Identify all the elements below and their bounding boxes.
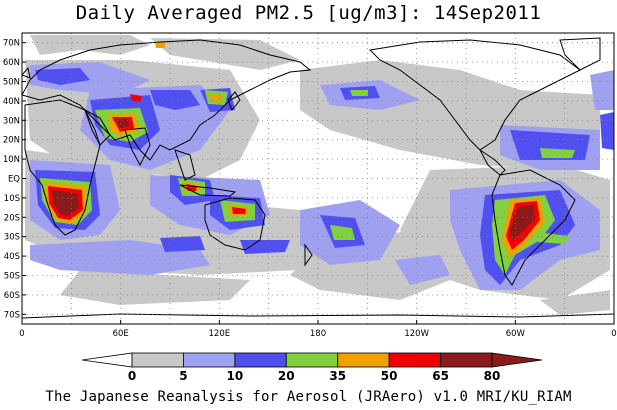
lat-axis: 70N 60N 50N 40N 30N 20N 10N EQ 10S 20S 30S 40S 50S 60…: [3, 39, 26, 320]
lat-tick-label: 30S: [4, 233, 20, 243]
colorbar-segment: [388, 352, 441, 368]
lat-tick-label: 30N: [3, 116, 20, 126]
lon-axis: 0 60E 120E 180 120W 60W 0: [19, 320, 617, 339]
lon-tick-label: 0: [611, 329, 616, 339]
lat-tick-label: 60S: [4, 291, 20, 301]
lat-tick-label: 40N: [3, 97, 20, 107]
colorbar-tick-label: 35: [329, 369, 346, 383]
lat-tick-label: 10S: [4, 194, 20, 204]
colorbar-segment: [183, 352, 236, 368]
lon-tick-label: 0: [19, 329, 24, 339]
lat-tick-label: 10N: [3, 155, 20, 165]
lon-tick-label: 120W: [404, 329, 429, 339]
colorbar-tick-label: 20: [278, 369, 295, 383]
gridlines: [22, 33, 614, 324]
colorbar-segment: [131, 352, 184, 368]
lat-tick-label: 70S: [4, 310, 20, 320]
lat-tick-label: 20N: [3, 136, 20, 146]
coastlines: [22, 37, 614, 319]
colorbar-segment: [440, 352, 493, 368]
lat-tick-label: 70N: [3, 39, 20, 49]
colorbar-tick-label: 65: [432, 369, 449, 383]
colorbar-tick-label: 10: [227, 369, 244, 383]
colorbar: 0 5 10 20 35 50 65 80: [81, 352, 543, 383]
colorbar-low-tip: [81, 352, 133, 368]
lon-tick-label: 120E: [209, 329, 231, 339]
lat-tick-label: 50S: [4, 272, 20, 282]
lat-tick-label: 40S: [4, 252, 20, 262]
concentration-field: [25, 35, 614, 315]
colorbar-tick-label: 50: [381, 369, 398, 383]
colorbar-segment: [285, 352, 339, 368]
colorbar-segment: [337, 352, 390, 368]
colorbar-high-tip: [491, 352, 543, 368]
lat-tick-label: 50N: [3, 78, 20, 88]
map-title: Daily Averaged PM2.5 [ug/m3]: 14Sep2011: [75, 2, 542, 24]
lat-tick-label: EQ: [8, 175, 20, 185]
colorbar-tick-label: 5: [179, 369, 187, 383]
footer-credit: The Japanese Reanalysis for Aerosol (JRA…: [45, 389, 572, 405]
lat-tick-label: 20S: [4, 213, 20, 223]
lon-tick-label: 180: [310, 329, 326, 339]
colorbar-tick-label: 80: [484, 369, 501, 383]
colorbar-tick-label: 0: [128, 369, 136, 383]
lon-tick-label: 60E: [113, 329, 129, 339]
lat-tick-label: 60N: [3, 58, 20, 68]
colorbar-segment: [234, 352, 287, 368]
lon-tick-label: 60W: [506, 329, 526, 339]
